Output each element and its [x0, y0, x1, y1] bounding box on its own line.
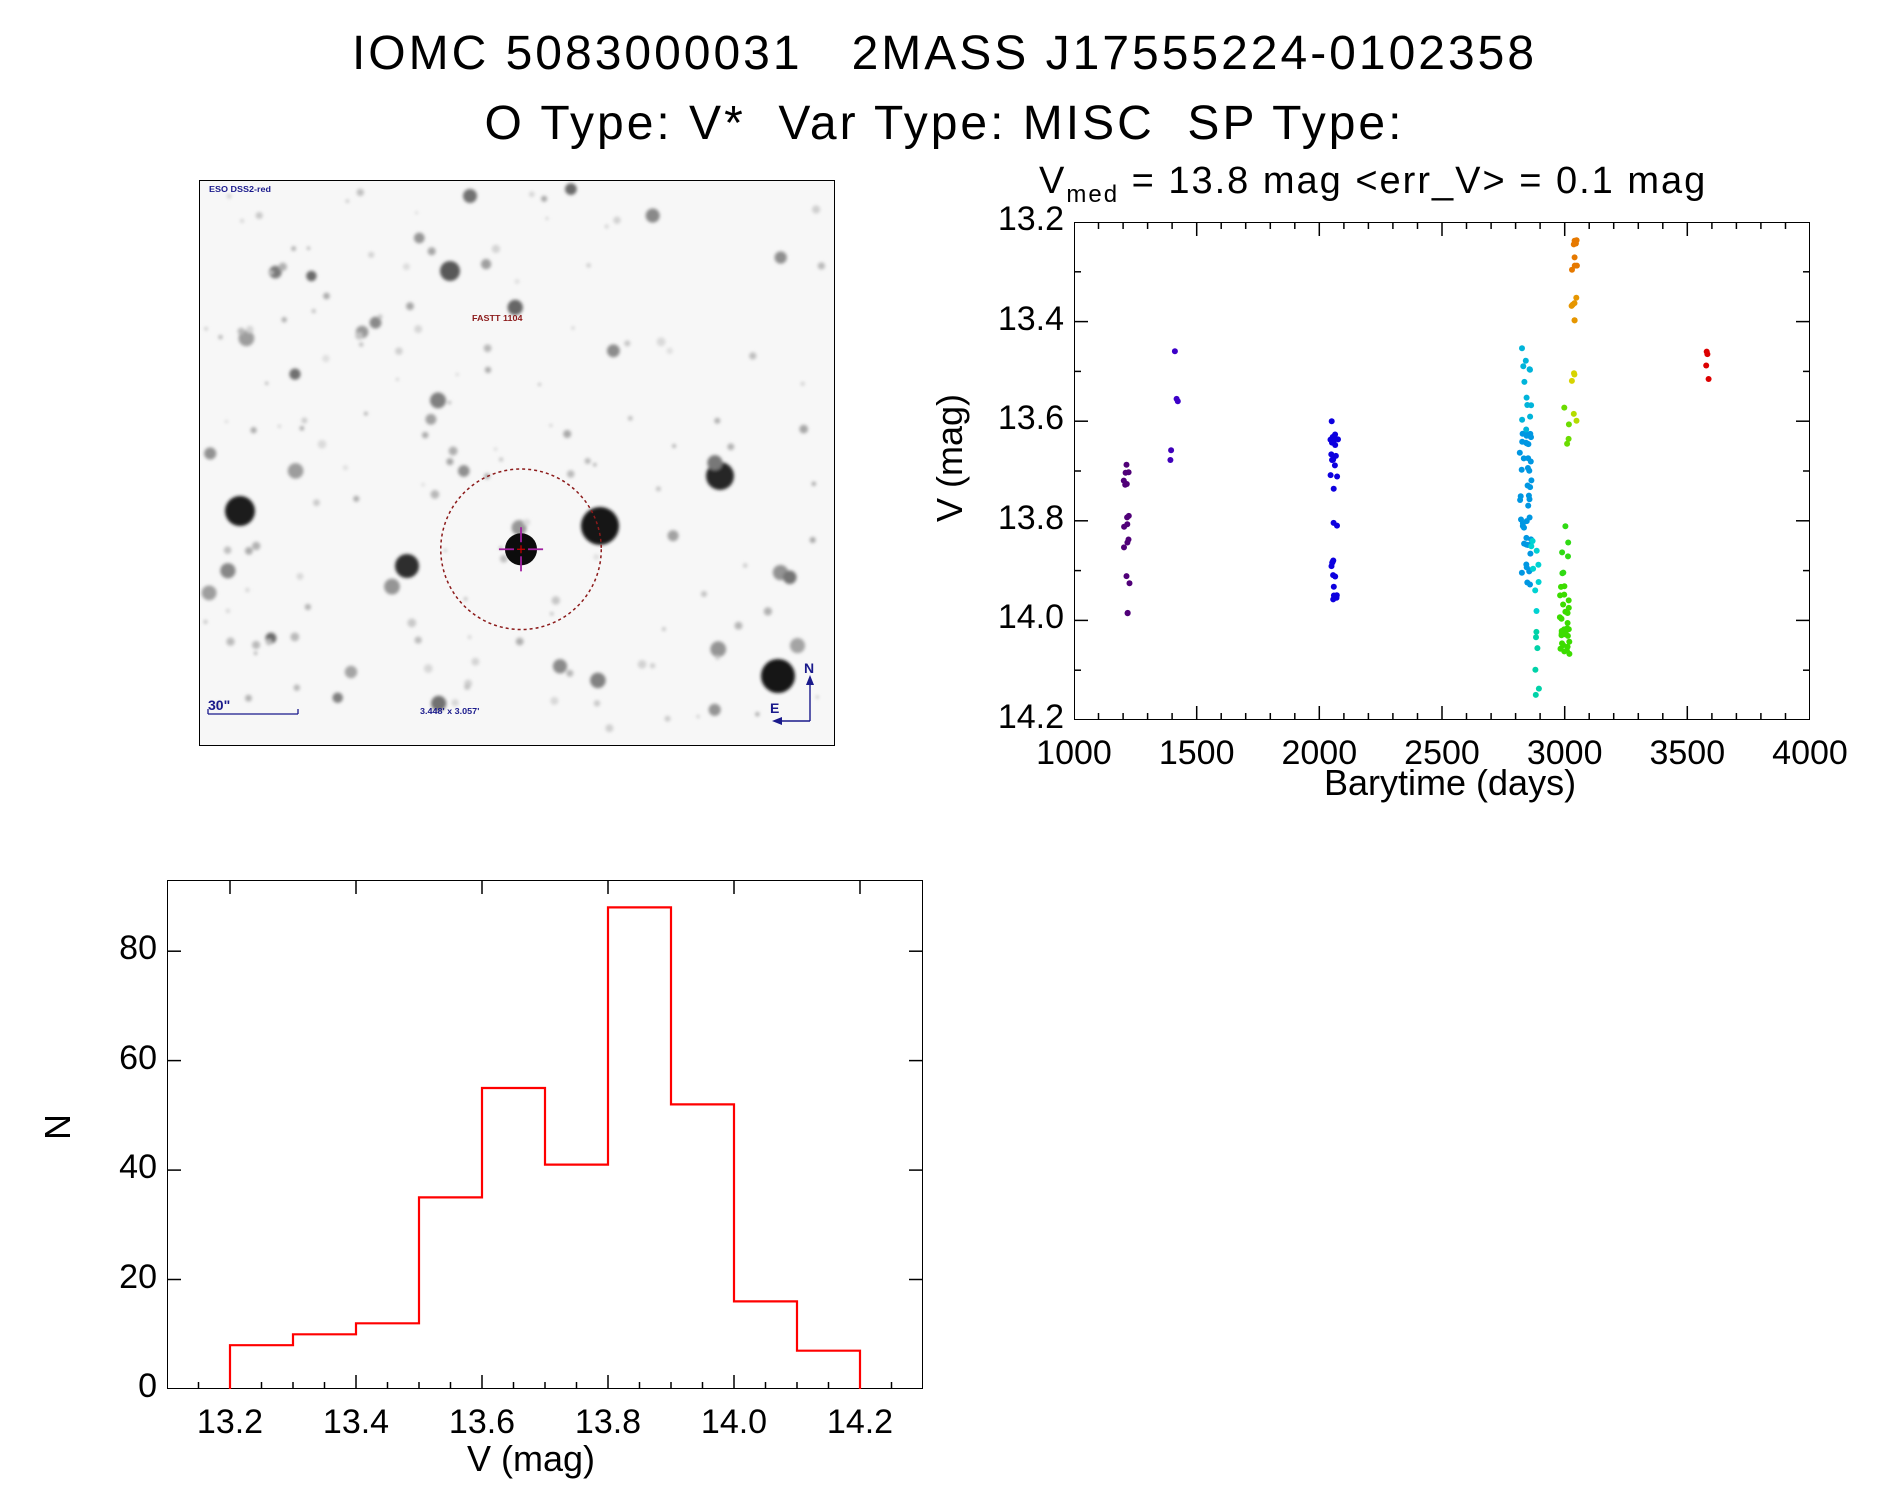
svg-text:N: N	[804, 661, 814, 676]
svg-text:E: E	[770, 700, 779, 716]
